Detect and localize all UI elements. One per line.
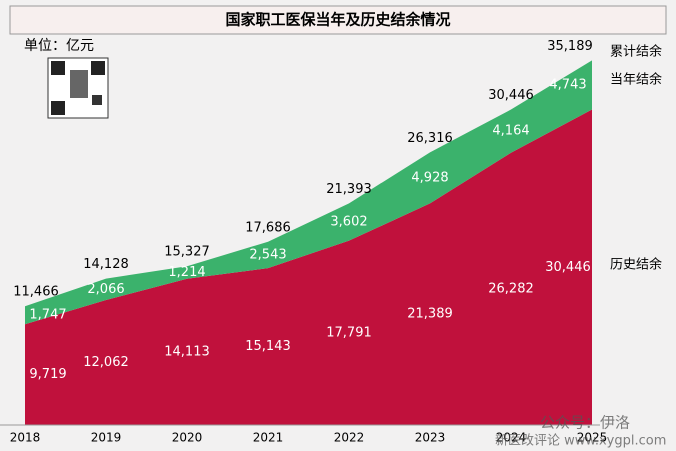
total-label: 30,446 <box>488 88 534 103</box>
value-label: 1,214 <box>168 265 205 280</box>
value-label: 2,543 <box>249 247 286 262</box>
value-label: 26,282 <box>488 281 534 296</box>
title-box <box>9 5 667 35</box>
legend-total: 累计结余 <box>610 44 662 60</box>
x-tick-label: 2025 <box>577 431 608 445</box>
x-tick-label: 2024 <box>496 431 527 445</box>
total-label: 26,316 <box>407 131 453 146</box>
watermark: 新医改评论 www.xygpl.com <box>495 433 666 449</box>
total-label: 21,393 <box>326 182 372 197</box>
value-label: 1,747 <box>29 308 66 323</box>
total-label: 14,128 <box>83 257 129 272</box>
watermark: 公众号：伊洛 <box>540 414 630 432</box>
unit-label: 单位：亿元 <box>24 38 94 54</box>
total-label: 15,327 <box>164 245 210 260</box>
value-label: 15,143 <box>245 339 291 354</box>
x-tick-label: 2018 <box>10 431 41 445</box>
total-label: 35,189 <box>547 39 593 54</box>
value-label: 17,791 <box>326 325 372 340</box>
value-label: 21,389 <box>407 307 453 322</box>
total-label: 11,466 <box>13 285 59 300</box>
legend-history: 历史结余 <box>610 257 662 273</box>
area <box>25 109 592 426</box>
x-tick-label: 2021 <box>253 431 284 445</box>
chart-title: 国家职工医保当年及历史结余情况 <box>225 11 450 29</box>
value-label: 3,602 <box>330 215 367 230</box>
value-label: 2,066 <box>87 282 124 297</box>
legend-current: 当年结余 <box>610 72 662 88</box>
value-label: 30,446 <box>545 260 591 275</box>
value-label: 4,743 <box>549 77 586 92</box>
x-tick-label: 2022 <box>334 431 365 445</box>
x-tick-label: 2023 <box>415 431 446 445</box>
value-label: 12,062 <box>83 355 129 370</box>
x-tick-label: 2020 <box>172 431 203 445</box>
value-label: 4,928 <box>411 170 448 185</box>
x-tick-label: 2019 <box>91 431 122 445</box>
area <box>25 60 592 325</box>
value-label: 4,164 <box>492 124 529 139</box>
value-label: 14,113 <box>164 344 210 359</box>
value-label: 9,719 <box>29 367 66 382</box>
qr-code <box>47 57 109 119</box>
total-label: 17,686 <box>245 220 291 235</box>
